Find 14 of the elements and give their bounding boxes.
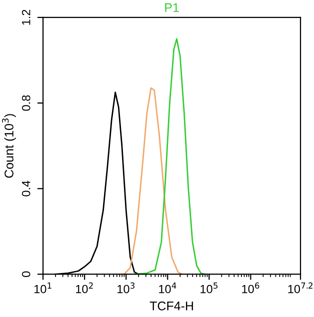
chart-title: P1 — [165, 3, 179, 12]
x-tick-label: 10$^{7.2}$ — [288, 282, 312, 294]
x-tick-label: 10$^{2}$ — [76, 282, 93, 294]
y-axis-title: Count (10$^{3}$) — [2, 114, 16, 178]
x-tick-label: 10$^{3}$ — [118, 282, 134, 294]
y-tick-label: 0 — [22, 271, 30, 278]
x-axis-title: TCF4-H — [150, 302, 193, 310]
x-tick-label: 10$^{1}$ — [34, 282, 52, 294]
y-tick-label: 0.8 — [22, 95, 30, 111]
y-tick-label: 0.4 — [22, 180, 30, 196]
y-tick-label: 1.2 — [22, 10, 30, 25]
x-tick-label: 10$^{6}$ — [242, 282, 260, 294]
x-tick-label: 10$^{4}$ — [159, 282, 176, 294]
x-tick-label: 10$^{5}$ — [200, 282, 218, 294]
